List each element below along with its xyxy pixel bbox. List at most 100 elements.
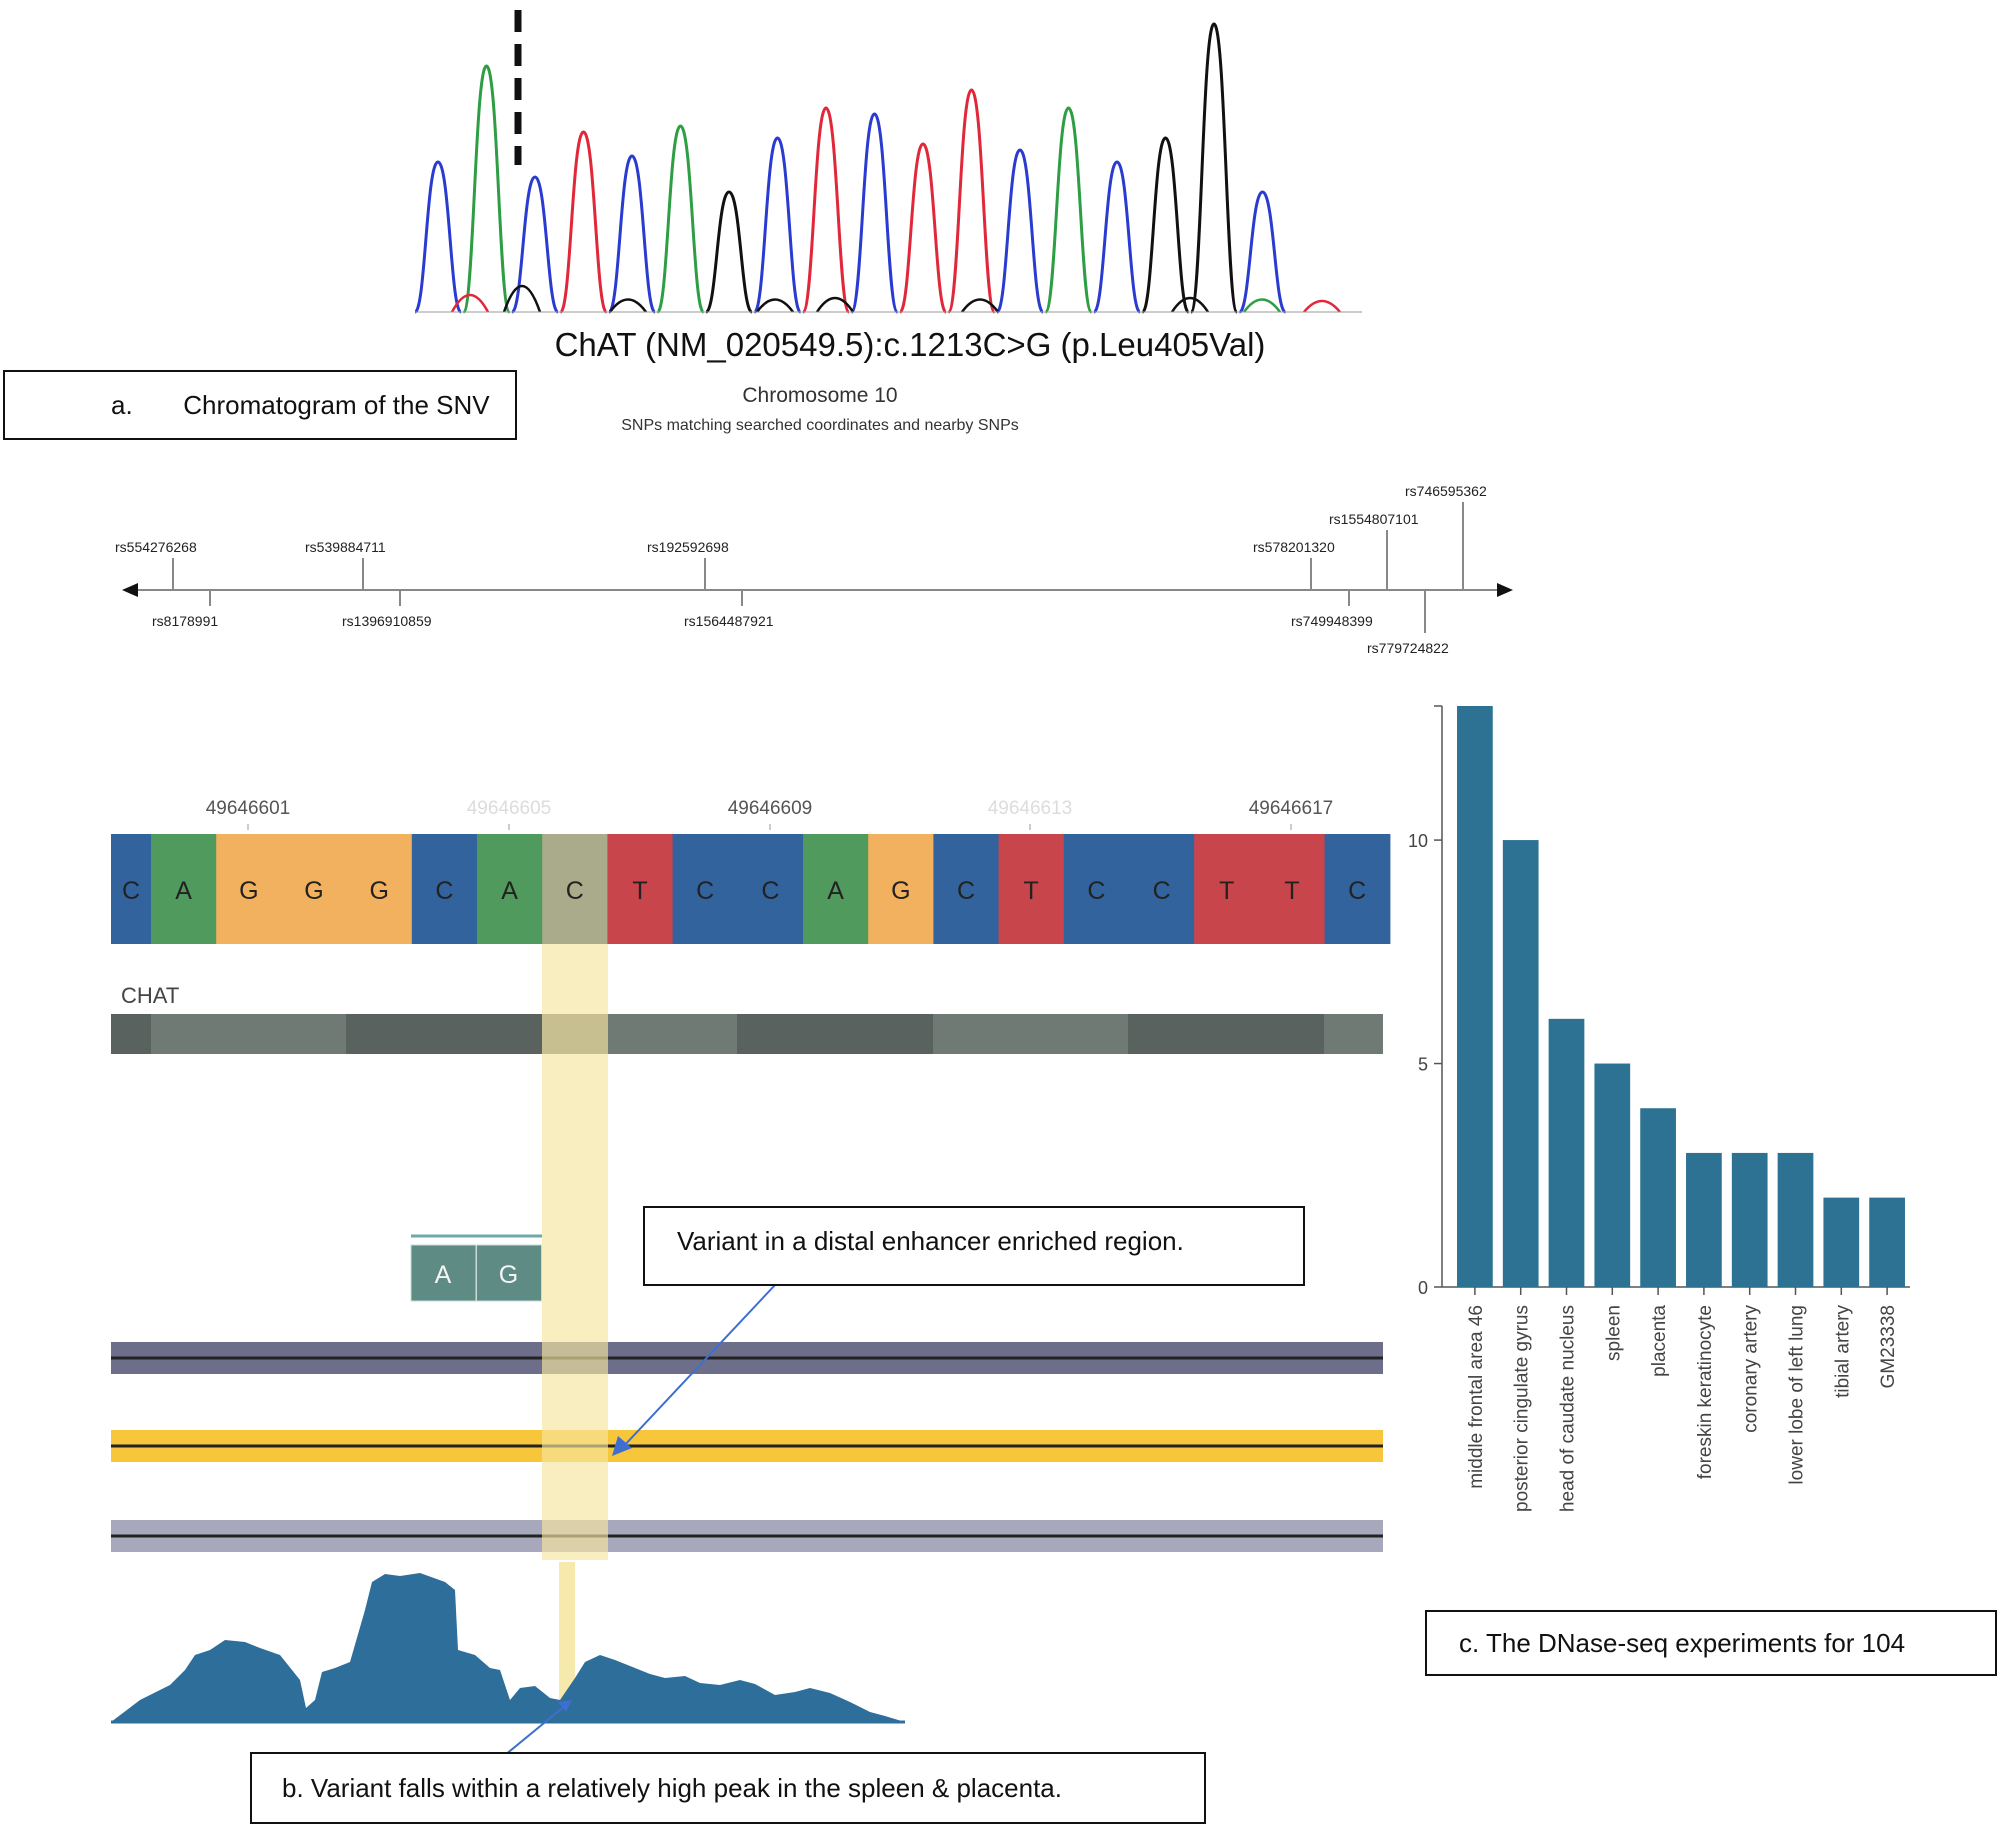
coordinate-label: 49646617: [1249, 798, 1334, 819]
sequence-base: [803, 834, 869, 944]
chromatogram-peak: [1238, 190, 1287, 314]
sequence-base: [1259, 834, 1326, 944]
chromatogram-peak: [850, 112, 899, 314]
dnase-bar: [1823, 1197, 1860, 1287]
sequence-base: [411, 834, 478, 944]
x-category-label: tibial artery: [1832, 1305, 1853, 1398]
sequence-base: [868, 834, 934, 944]
sequence-base: [1324, 834, 1391, 944]
chromatogram-peak: [801, 106, 851, 314]
enhancer-callout-text: Variant in a distal enhancer enriched re…: [677, 1226, 1184, 1256]
x-category-label: spleen: [1603, 1305, 1624, 1361]
snp-label: rs746595362: [1405, 483, 1487, 499]
chromatogram-peak: [1189, 22, 1239, 314]
variant-read-letter: G: [499, 1261, 518, 1289]
x-category-label: coronary artery: [1741, 1305, 1762, 1433]
sequence-base: [1129, 834, 1195, 944]
snp-axis-right-arrow: [1497, 583, 1513, 597]
snp-label: rs578201320: [1253, 539, 1335, 555]
snp-map-title: Chromosome 10: [742, 384, 898, 407]
label-b-text: b. Variant falls within a relatively hig…: [282, 1772, 1062, 1803]
chromatogram-minor-peak: [608, 298, 648, 313]
dnase-bar: [1502, 840, 1539, 1287]
x-category-label: lower lobe of left lung: [1787, 1305, 1808, 1485]
snp-label: rs1554807101: [1329, 511, 1419, 527]
sequence-base-letter: C: [122, 877, 140, 905]
dnase-bar: [1777, 1152, 1814, 1287]
snp-label: rs539884711: [305, 539, 386, 555]
sequence-base: [151, 834, 217, 944]
chromatogram-minor-peak: [450, 293, 490, 313]
sequence-base-letter: C: [1087, 877, 1105, 905]
sequence-base-letter: C: [957, 877, 975, 905]
dnase-bar: [1869, 1197, 1905, 1287]
sequence-base-letter: A: [827, 877, 844, 905]
x-category-label: GM23338: [1878, 1305, 1899, 1388]
y-tick-label: 0: [1418, 1278, 1428, 1298]
sequence-base: [111, 834, 152, 944]
sequence-base-letter: C: [1348, 877, 1366, 905]
snp-label: rs1564487921: [684, 613, 774, 629]
sequence-base-letter: C: [761, 877, 779, 905]
chromatogram-minor-peak: [960, 298, 1000, 313]
snp-label: rs192592698: [647, 539, 729, 555]
snp-label: rs1396910859: [342, 613, 432, 629]
snp-label: rs554276268: [115, 539, 197, 555]
chromatogram-peak: [753, 136, 802, 314]
x-category-label: foreskin keratinocyte: [1695, 1305, 1716, 1479]
chromatogram-peak: [1141, 136, 1190, 314]
sequence-base: [1063, 834, 1130, 944]
sequence-base: [933, 834, 1000, 944]
dnase-bar: [1731, 1152, 1768, 1287]
chromatogram-peak: [462, 64, 511, 314]
sequence-base-letter: T: [1284, 877, 1299, 905]
coordinate-label: 49646601: [206, 798, 291, 819]
sequence-base: [542, 834, 608, 944]
label-c-box: c. The DNase-seq experiments for 104: [1425, 1610, 1997, 1676]
chromatogram-peak: [510, 175, 560, 314]
x-category-label: middle frontal area 46: [1466, 1305, 1487, 1489]
chromatogram-peak: [413, 160, 463, 314]
variant-read-base: [476, 1244, 542, 1302]
chromatogram-minor-peak: [1242, 298, 1282, 313]
sequence-base-letter: G: [239, 877, 258, 905]
chromatogram-peak: [947, 88, 996, 314]
snp-label: rs779724822: [1367, 640, 1449, 656]
dnase-bar: [1686, 1152, 1722, 1287]
sequence-base: [737, 834, 804, 944]
label-a-text: a. Chromatogram of the SNV: [111, 389, 490, 420]
snp-label: rs749948399: [1291, 613, 1373, 629]
sequence-base: [998, 834, 1065, 944]
chromatogram-caption: ChAT (NM_020549.5):c.1213C>G (p.Leu405Va…: [554, 326, 1266, 363]
dnase-bar: [1457, 706, 1493, 1287]
dnase-bar: [1594, 1063, 1631, 1287]
coordinate-label: 49646613: [988, 798, 1073, 819]
chromatogram-peak: [1044, 106, 1093, 314]
chromatogram-peak: [898, 142, 948, 314]
sequence-base: [477, 834, 543, 944]
chromatogram-peak: [607, 154, 657, 314]
coordinate-label: 49646609: [728, 798, 813, 819]
peak-arrow: [504, 1704, 567, 1756]
gene-label: CHAT: [121, 983, 179, 1008]
chromatogram-minor-peak: [1303, 299, 1341, 313]
variant-highlight-column: [542, 944, 608, 1560]
enhancer-arrow: [621, 1284, 776, 1449]
chromatogram-minor-peak: [502, 284, 542, 313]
x-category-label: posterior cingulate gyrus: [1512, 1305, 1533, 1512]
sequence-base-letter: C: [1153, 877, 1171, 905]
dnase-coverage: [111, 1573, 905, 1722]
sequence-base-letter: T: [1219, 877, 1234, 905]
sequence-base: [216, 834, 282, 944]
chromatogram-peak: [559, 130, 608, 314]
sequence-base-letter: A: [175, 877, 192, 905]
x-category-label: head of caudate nucleus: [1558, 1305, 1579, 1512]
label-a-box: a. Chromatogram of the SNV: [3, 370, 517, 440]
variant-read-letter: A: [435, 1261, 452, 1289]
sequence-base-letter: C: [435, 877, 453, 905]
dnase-bar: [1640, 1108, 1676, 1287]
enhancer-callout: Variant in a distal enhancer enriched re…: [643, 1206, 1305, 1286]
dnase-bar: [1548, 1018, 1585, 1287]
